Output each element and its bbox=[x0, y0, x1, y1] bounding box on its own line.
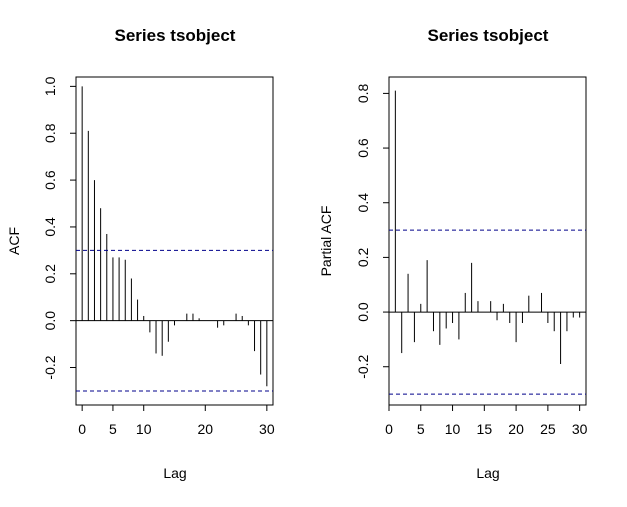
pacf-y-label: Partial ACF bbox=[318, 206, 334, 277]
acf-y-tick-label-0: -0.2 bbox=[42, 355, 58, 379]
acf-x-label: Lag bbox=[163, 465, 186, 481]
pacf-x-tick-label-30: 30 bbox=[572, 421, 588, 437]
acf-x-tick-label-10: 10 bbox=[136, 421, 152, 437]
acf-title: Series tsobject bbox=[115, 26, 236, 45]
pacf-x-tick-label-0: 0 bbox=[385, 421, 393, 437]
acf-y-tick-label-1: 0.0 bbox=[42, 311, 58, 331]
acf-x-tick-label-30: 30 bbox=[259, 421, 275, 437]
pacf-plot-frame bbox=[388, 76, 587, 406]
acf-x-tick-label-0: 0 bbox=[78, 421, 86, 437]
acf-y-tick-label-4: 0.6 bbox=[42, 170, 58, 190]
acf-y-tick-label-3: 0.4 bbox=[42, 217, 58, 237]
pacf-x-tick-label-15: 15 bbox=[477, 421, 493, 437]
acf-y-tick-label-2: 0.2 bbox=[42, 264, 58, 284]
pacf-y-tick-label-4: 0.6 bbox=[355, 138, 371, 158]
pacf-x-label: Lag bbox=[476, 465, 499, 481]
pacf-x-tick-label-5: 5 bbox=[417, 421, 425, 437]
acf-y-axis: -0.2 0.0 0.2 0.4 0.6 0.8 1.0 bbox=[42, 76, 76, 380]
pacf-y-tick-label-1: 0.0 bbox=[355, 302, 371, 322]
pacf-x-tick-label-10: 10 bbox=[445, 421, 461, 437]
pacf-y-axis: -0.2 0.0 0.2 0.4 0.6 0.8 bbox=[355, 83, 389, 379]
pacf-bars bbox=[394, 90, 581, 364]
acf-x-tick-label-5: 5 bbox=[109, 421, 117, 437]
acf-plot-frame bbox=[75, 76, 274, 406]
pacf-y-tick-label-5: 0.8 bbox=[355, 83, 371, 103]
acf-y-tick-label-6: 1.0 bbox=[42, 76, 58, 96]
pacf-x-tick-label-20: 20 bbox=[508, 421, 524, 437]
acf-y-tick-label-5: 0.8 bbox=[42, 123, 58, 143]
acf-panel: Series tsobject 0 5 10 20 30 -0.2 0.0 0.2 0.4 0.… bbox=[6, 26, 275, 481]
pacf-panel: Series tsobject 0 5 10 15 20 25 30 -0.2 0.0 0.2 0… bbox=[318, 26, 588, 481]
acf-confidence-bounds bbox=[76, 249, 273, 392]
pacf-y-tick-label-3: 0.4 bbox=[355, 193, 371, 213]
pacf-y-tick-label-0: -0.2 bbox=[355, 354, 371, 378]
acf-x-axis: 0 5 10 20 30 bbox=[78, 405, 275, 437]
pacf-x-axis: 0 5 10 15 20 25 30 bbox=[385, 405, 588, 437]
pacf-confidence-bounds bbox=[389, 229, 586, 395]
pacf-title: Series tsobject bbox=[428, 26, 549, 45]
acf-bars bbox=[81, 86, 268, 387]
pacf-y-tick-label-2: 0.2 bbox=[355, 247, 371, 267]
acf-x-tick-label-20: 20 bbox=[197, 421, 213, 437]
acf-y-label: ACF bbox=[6, 227, 22, 255]
pacf-x-tick-label-25: 25 bbox=[540, 421, 556, 437]
